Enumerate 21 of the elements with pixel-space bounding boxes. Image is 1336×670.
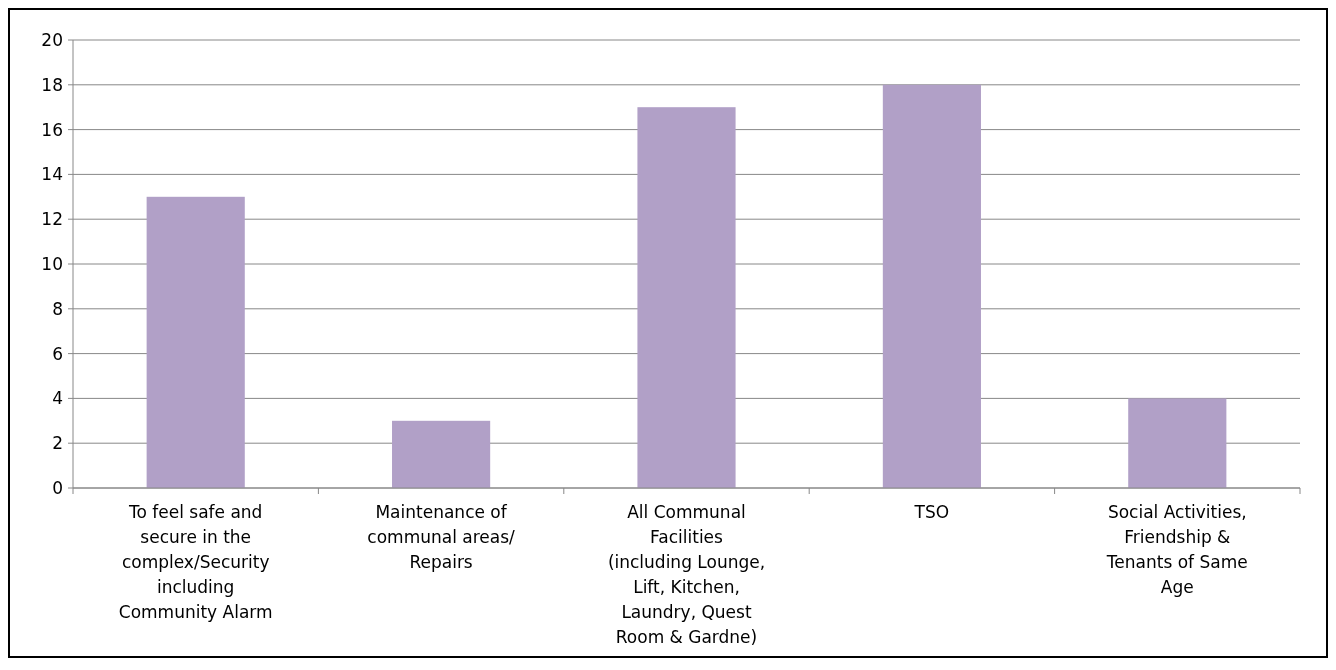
y-tick-label: 18 bbox=[41, 74, 63, 95]
x-tick-label: To feel safe and secure in the complex/Security including Community Alarm bbox=[118, 502, 273, 622]
y-tick-label: 10 bbox=[41, 253, 63, 274]
x-tick-label: Social Activities, Friendship & Tenants of Same Age bbox=[1105, 502, 1248, 597]
y-tick-label: 8 bbox=[52, 298, 63, 319]
x-tick-label: Maintenance of communal areas/ Repairs bbox=[367, 502, 516, 572]
y-tick-label: 14 bbox=[41, 164, 63, 185]
y-tick-label: 4 bbox=[52, 388, 63, 409]
y-tick-label: 16 bbox=[41, 119, 63, 140]
y-tick-label: 2 bbox=[52, 433, 63, 454]
y-tick-label: 6 bbox=[52, 343, 63, 364]
x-tick-label: TSO bbox=[913, 502, 950, 522]
x-tick-label: All Communal Facilities (including Lounge, Lift, Kitchen, Laundry, Quest Room & Gardne) bbox=[607, 502, 766, 647]
bar bbox=[637, 107, 736, 488]
y-tick-label: 20 bbox=[41, 29, 63, 50]
bar bbox=[1128, 398, 1227, 488]
y-tick-label: 12 bbox=[41, 209, 63, 230]
y-tick-label: 0 bbox=[52, 477, 63, 498]
bar bbox=[392, 420, 491, 488]
bar bbox=[882, 84, 981, 488]
bar bbox=[146, 196, 245, 488]
